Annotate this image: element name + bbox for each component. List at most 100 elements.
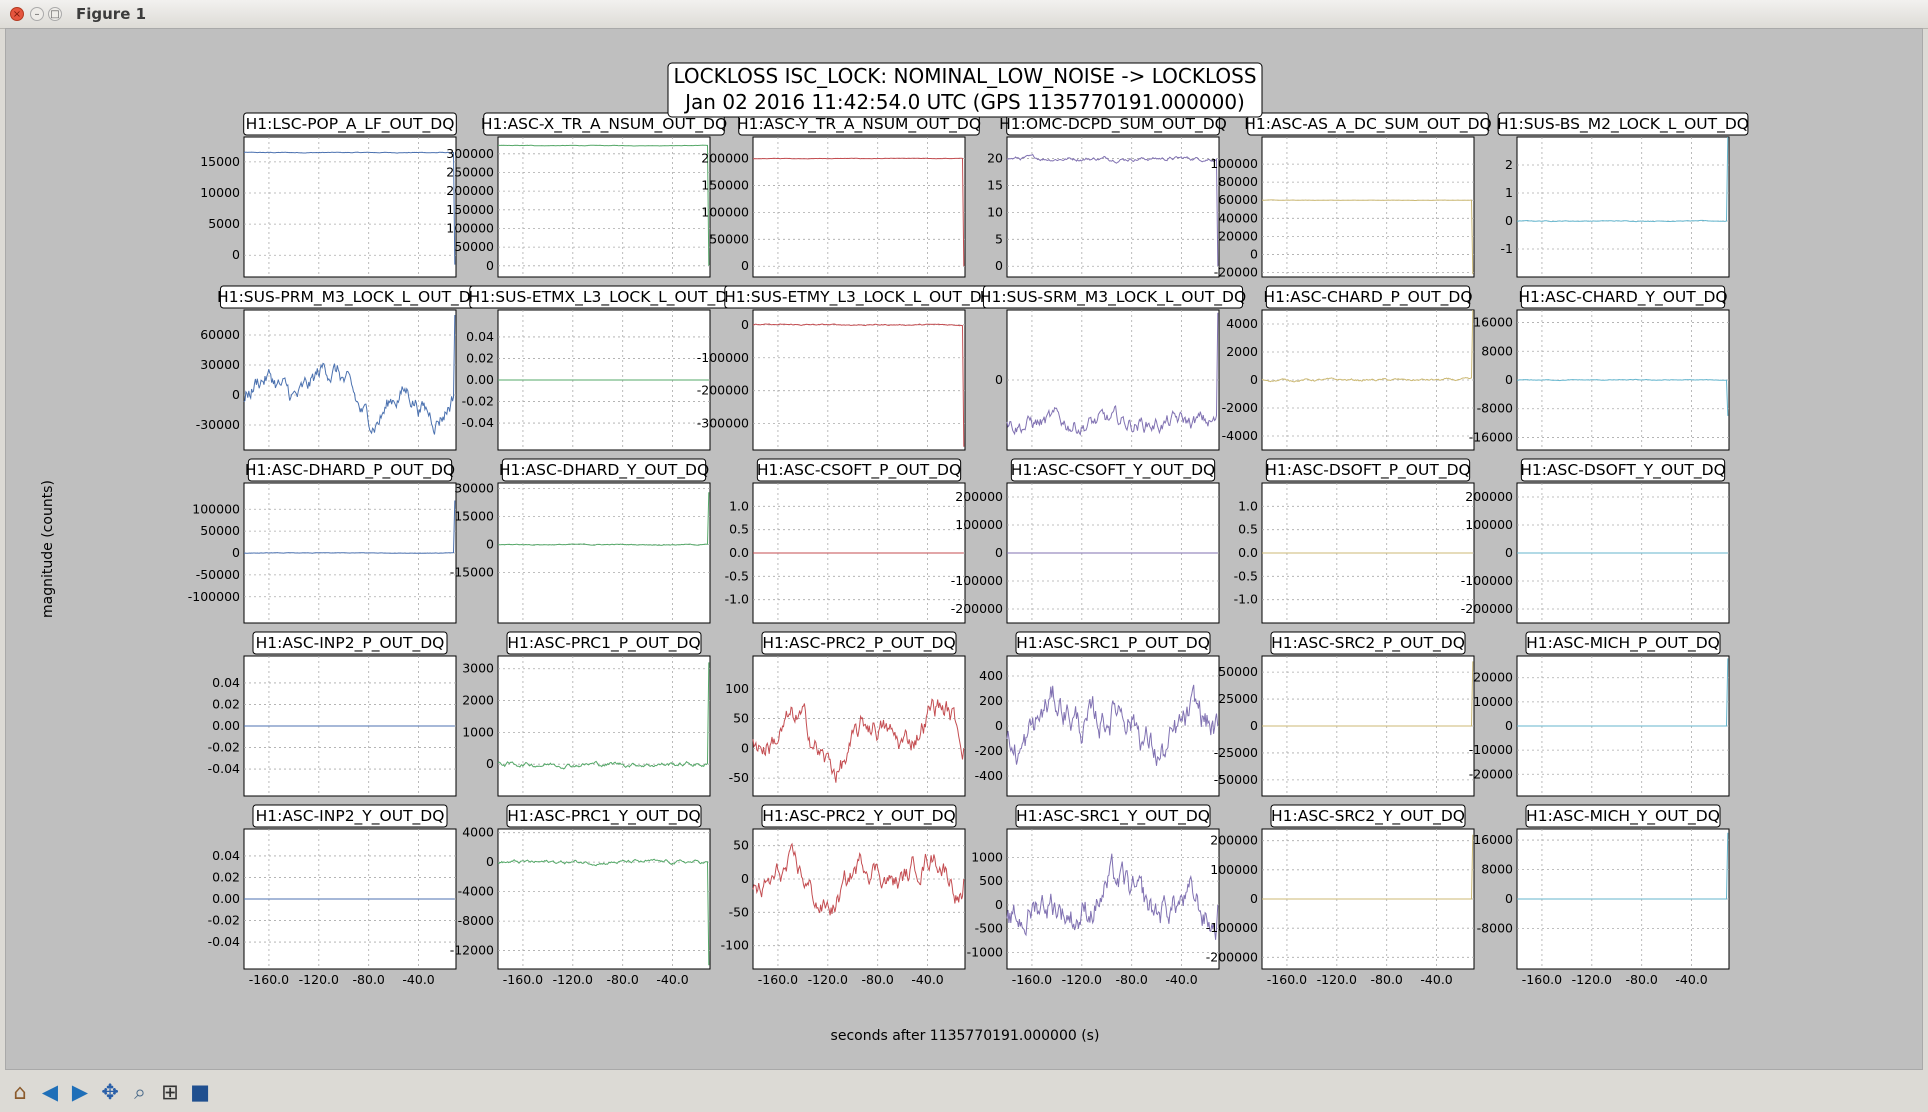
subplot-title: H1:ASC-PRC2_P_OUT_DQ — [762, 634, 955, 653]
y-tick-label: 0 — [995, 372, 1003, 387]
subplot: -160.0 -120.0 -80.0 -40.0 4000 0 -4000 -8000 -12… — [450, 804, 711, 987]
series-line — [243, 314, 456, 435]
subplot-title-box — [1015, 631, 1211, 655]
y-tick-label: 0 — [486, 854, 494, 869]
series-line — [244, 500, 456, 554]
figure-subtitle-text: Jan 02 2016 11:42:54.0 UTC (GPS 11357701… — [683, 90, 1245, 114]
y-tick-label: 150000 — [701, 177, 749, 192]
y-tick-label: 0 — [486, 756, 494, 771]
y-tick-label: 0 — [1505, 718, 1513, 733]
axes-frame — [243, 309, 457, 451]
y-tick-label: -0.02 — [208, 913, 240, 928]
x-tick-label: -160.0 — [1012, 972, 1052, 987]
y-tick-label: 0 — [995, 258, 1003, 273]
series-line — [1006, 312, 1219, 436]
y-tick-label: 200000 — [701, 151, 749, 166]
axes-frame — [752, 655, 966, 797]
save-icon[interactable]: ■ — [190, 1080, 210, 1104]
y-tick-label: -0.02 — [462, 394, 494, 409]
close-icon[interactable]: × — [10, 7, 24, 21]
subplot-title: H1:SUS-ETMY_L3_LOCK_L_OUT_DQ — [724, 288, 994, 307]
y-tick-label: 0 — [995, 545, 1003, 560]
zoom-icon[interactable]: ⌕ — [134, 1080, 146, 1104]
y-tick-label: 15000 — [200, 154, 240, 169]
y-tick-label: 400 — [979, 668, 1003, 683]
navigation-toolbar: ⌂ ◀ ▶ ✥ ⌕ ⊞ ■ — [0, 1072, 1928, 1112]
y-tick-label: 8000 — [1481, 862, 1513, 877]
x-tick-label: -160.0 — [1522, 972, 1562, 987]
y-tick-label: 1000 — [462, 724, 494, 739]
y-tick-label: 8000 — [1481, 343, 1513, 358]
minimize-icon[interactable]: – — [30, 7, 44, 21]
series-line — [1517, 658, 1729, 727]
x-tick-label: -120.0 — [299, 972, 339, 987]
y-tick-label: 60000 — [1218, 192, 1258, 207]
subplot: -160.0 -120.0 -80.0 -40.0 200000 100000 0 -1000… — [1206, 804, 1475, 987]
maximize-icon[interactable]: □ — [48, 7, 62, 21]
subplot-title: H1:ASC-INP2_P_OUT_DQ — [256, 634, 445, 653]
series-line — [497, 662, 710, 770]
back-arrow-icon[interactable]: ◀ — [41, 1080, 59, 1104]
y-tick-label: 0 — [995, 718, 1003, 733]
y-tick-label: -100000 — [697, 350, 749, 365]
y-tick-label: 200000 — [1210, 833, 1258, 848]
y-tick-label: 50000 — [454, 239, 494, 254]
x-tick-label: -40.0 — [656, 972, 688, 987]
pan-icon[interactable]: ✥ — [101, 1080, 119, 1104]
series-line — [1516, 136, 1729, 223]
subplot-title-box — [1247, 112, 1489, 136]
series-line — [752, 842, 965, 916]
y-tick-label: -1.0 — [725, 592, 749, 607]
subplot-title: H1:ASC-Y_TR_A_NSUM_OUT_DQ — [737, 115, 981, 134]
subplot: -160.0 -120.0 -80.0 -40.0 1000 500 0 -500 -1000 H… — [967, 804, 1220, 987]
y-tick-label: 0.02 — [466, 350, 494, 365]
x-tick-label: -40.0 — [1420, 972, 1452, 987]
y-tick-label: 16000 — [1473, 315, 1513, 330]
y-tick-label: 0 — [1505, 545, 1513, 560]
axes-frame — [497, 482, 711, 624]
y-tick-label: 0.00 — [466, 372, 494, 387]
y-tick-label: 100000 — [701, 204, 749, 219]
axes-frame — [1516, 136, 1730, 278]
subplots-icon[interactable]: ⊞ — [161, 1080, 179, 1104]
series-line — [243, 151, 456, 265]
y-tick-label: 0 — [232, 387, 240, 402]
y-tick-label: 50 — [733, 838, 749, 853]
subplot: 100 50 0 -50 H1:ASC-PRC2_P_OUT_DQ — [725, 631, 966, 797]
subplot-title: H1:SUS-ETMX_L3_LOCK_L_OUT_DQ — [469, 288, 740, 307]
axes-frame — [752, 828, 966, 970]
y-tick-label: 10000 — [200, 185, 240, 200]
subplot: 60000 30000 0 -30000 H1:SUS-PRM_M3_LOCK_L_OU… — [196, 285, 483, 451]
subplot-title-box — [243, 112, 457, 136]
x-tick-label: -160.0 — [758, 972, 798, 987]
y-tick-label: -50000 — [196, 567, 240, 582]
subplot-title-box — [506, 804, 702, 828]
subplot: 4000 2000 0 -2000 -4000 H1:ASC-CHARD_P_OUT_DQ — [1222, 285, 1475, 451]
axes-frame — [497, 655, 711, 797]
figure-canvas[interactable]: 15000 10000 5000 0 H1:LSC-POP_A_LF_OUT_DQ 300… — [5, 28, 1923, 1070]
y-tick-label: 0 — [1505, 372, 1513, 387]
figure-plot: 150001000050000H1:LSC-POP_A_LF_OUT_DQ300… — [40, 62, 1749, 1044]
x-tick-label: -80.0 — [607, 972, 639, 987]
subplot-title: H1:ASC-CHARD_Y_OUT_DQ — [1518, 288, 1727, 307]
subplot-title-box — [1270, 631, 1466, 655]
y-tick-label: 300000 — [446, 146, 494, 161]
subplot-title-box — [1015, 804, 1211, 828]
y-tick-label: 2 — [1505, 157, 1513, 172]
series-line — [1516, 378, 1729, 416]
y-tick-label: 0.5 — [1238, 522, 1258, 537]
y-tick-label: 250000 — [446, 164, 494, 179]
forward-arrow-icon[interactable]: ▶ — [71, 1080, 89, 1104]
home-icon[interactable]: ⌂ — [13, 1080, 27, 1104]
x-tick-label: -80.0 — [1116, 972, 1148, 987]
y-tick-label: -0.5 — [725, 568, 749, 583]
subplot: 0 H1:SUS-SRM_M3_LOCK_L_OUT_DQ — [980, 285, 1246, 451]
series-line — [498, 144, 710, 266]
x-tick-label: -160.0 — [503, 972, 543, 987]
subplot-title: H1:ASC-X_TR_A_NSUM_OUT_DQ — [481, 115, 727, 134]
y-tick-label: 50000 — [709, 231, 749, 246]
y-tick-label: 0 — [1250, 246, 1258, 261]
subplot: 20 15 10 5 0 H1:OMC-DCPD_SUM_OUT_DQ — [987, 112, 1227, 278]
y-tick-label: 0.04 — [466, 329, 494, 344]
y-tick-label: -8000 — [1477, 920, 1513, 935]
